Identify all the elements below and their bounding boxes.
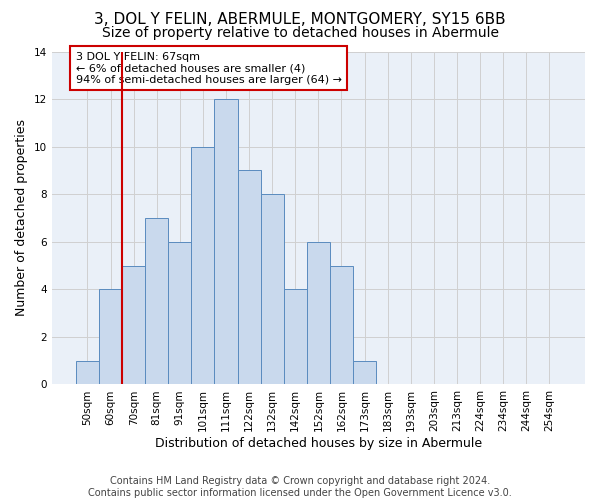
Bar xyxy=(284,290,307,384)
Y-axis label: Number of detached properties: Number of detached properties xyxy=(15,120,28,316)
Bar xyxy=(238,170,260,384)
Bar xyxy=(307,242,330,384)
Text: Size of property relative to detached houses in Abermule: Size of property relative to detached ho… xyxy=(101,26,499,40)
Bar xyxy=(214,99,238,384)
Bar xyxy=(353,360,376,384)
Text: Contains HM Land Registry data © Crown copyright and database right 2024.
Contai: Contains HM Land Registry data © Crown c… xyxy=(88,476,512,498)
Bar xyxy=(260,194,284,384)
Bar xyxy=(330,266,353,384)
Bar xyxy=(99,290,122,384)
Text: 3, DOL Y FELIN, ABERMULE, MONTGOMERY, SY15 6BB: 3, DOL Y FELIN, ABERMULE, MONTGOMERY, SY… xyxy=(94,12,506,28)
X-axis label: Distribution of detached houses by size in Abermule: Distribution of detached houses by size … xyxy=(155,437,482,450)
Text: 3 DOL Y FELIN: 67sqm
← 6% of detached houses are smaller (4)
94% of semi-detache: 3 DOL Y FELIN: 67sqm ← 6% of detached ho… xyxy=(76,52,342,84)
Bar xyxy=(145,218,168,384)
Bar xyxy=(168,242,191,384)
Bar xyxy=(122,266,145,384)
Bar xyxy=(76,360,99,384)
Bar xyxy=(191,146,214,384)
